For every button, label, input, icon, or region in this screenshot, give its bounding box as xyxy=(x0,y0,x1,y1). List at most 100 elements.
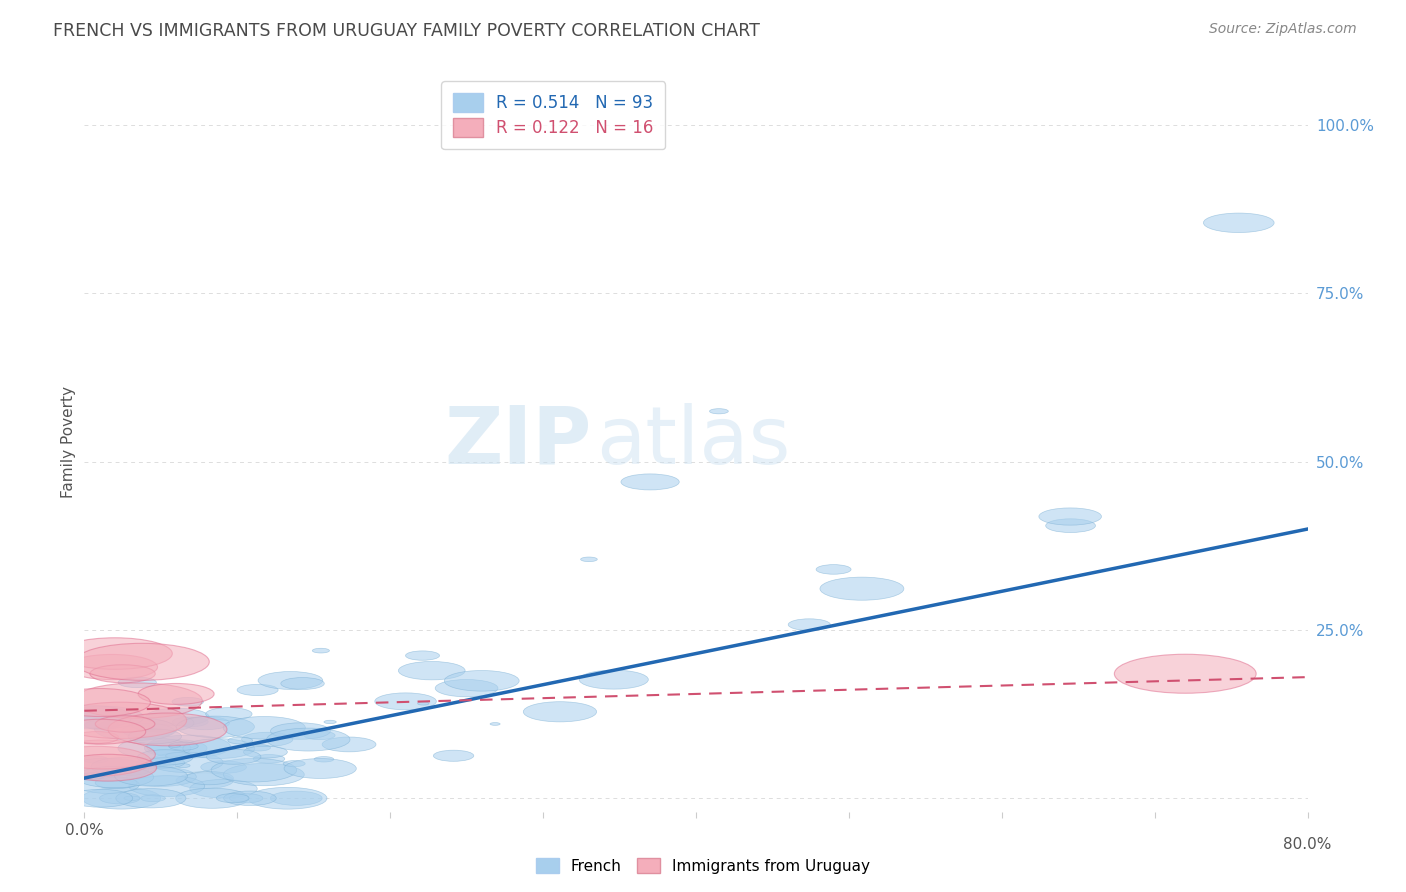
Ellipse shape xyxy=(75,731,118,744)
Ellipse shape xyxy=(322,737,375,752)
Ellipse shape xyxy=(304,731,335,739)
Ellipse shape xyxy=(146,708,209,726)
Text: Source: ZipAtlas.com: Source: ZipAtlas.com xyxy=(1209,22,1357,37)
Ellipse shape xyxy=(146,757,184,768)
Ellipse shape xyxy=(789,619,831,631)
Ellipse shape xyxy=(1046,519,1095,533)
Ellipse shape xyxy=(91,757,157,776)
Ellipse shape xyxy=(67,789,132,807)
Ellipse shape xyxy=(49,689,150,716)
Ellipse shape xyxy=(100,793,141,804)
Ellipse shape xyxy=(224,764,304,786)
Ellipse shape xyxy=(267,728,350,751)
Ellipse shape xyxy=(444,671,519,691)
Ellipse shape xyxy=(124,796,139,800)
Ellipse shape xyxy=(1115,654,1256,693)
Ellipse shape xyxy=(246,745,270,751)
Ellipse shape xyxy=(76,776,139,793)
Ellipse shape xyxy=(84,720,120,730)
Ellipse shape xyxy=(51,740,155,769)
Ellipse shape xyxy=(405,651,440,660)
Ellipse shape xyxy=(176,716,254,738)
Ellipse shape xyxy=(243,746,287,758)
Ellipse shape xyxy=(207,749,262,764)
Ellipse shape xyxy=(90,665,155,682)
Ellipse shape xyxy=(523,702,596,722)
Ellipse shape xyxy=(83,756,108,763)
Ellipse shape xyxy=(176,789,249,808)
Ellipse shape xyxy=(82,788,160,809)
Ellipse shape xyxy=(145,739,207,756)
Ellipse shape xyxy=(176,772,233,789)
Ellipse shape xyxy=(96,715,155,732)
Ellipse shape xyxy=(59,755,156,781)
Ellipse shape xyxy=(183,739,254,758)
Ellipse shape xyxy=(73,683,202,718)
Ellipse shape xyxy=(141,795,166,802)
Ellipse shape xyxy=(118,739,191,758)
Ellipse shape xyxy=(247,788,328,809)
Ellipse shape xyxy=(55,702,187,739)
Ellipse shape xyxy=(46,706,132,729)
Ellipse shape xyxy=(205,707,252,721)
Ellipse shape xyxy=(253,755,285,764)
Text: atlas: atlas xyxy=(596,402,790,481)
Ellipse shape xyxy=(146,735,231,758)
Text: ZIP: ZIP xyxy=(444,402,592,481)
Ellipse shape xyxy=(312,648,329,653)
Ellipse shape xyxy=(581,557,598,562)
Ellipse shape xyxy=(270,723,330,739)
Ellipse shape xyxy=(710,409,728,414)
Ellipse shape xyxy=(115,789,186,808)
Ellipse shape xyxy=(270,791,322,805)
Ellipse shape xyxy=(169,742,198,750)
Ellipse shape xyxy=(136,758,176,769)
Ellipse shape xyxy=(228,737,253,744)
Ellipse shape xyxy=(166,753,190,759)
Ellipse shape xyxy=(398,662,465,680)
Ellipse shape xyxy=(281,678,325,690)
Ellipse shape xyxy=(621,474,679,490)
Ellipse shape xyxy=(579,670,648,690)
Ellipse shape xyxy=(242,732,292,747)
Ellipse shape xyxy=(108,713,226,746)
Ellipse shape xyxy=(190,780,257,798)
Ellipse shape xyxy=(66,655,157,680)
Ellipse shape xyxy=(375,693,436,710)
Ellipse shape xyxy=(42,747,150,776)
Ellipse shape xyxy=(259,672,323,690)
Y-axis label: Family Poverty: Family Poverty xyxy=(60,385,76,498)
Ellipse shape xyxy=(217,794,249,803)
Legend: R = 0.514   N = 93, R = 0.122   N = 16: R = 0.514 N = 93, R = 0.122 N = 16 xyxy=(441,81,665,149)
Ellipse shape xyxy=(820,577,904,600)
Ellipse shape xyxy=(176,764,190,768)
Ellipse shape xyxy=(172,698,204,706)
Ellipse shape xyxy=(283,761,305,766)
Ellipse shape xyxy=(815,565,851,574)
Ellipse shape xyxy=(491,723,501,725)
Ellipse shape xyxy=(436,680,498,697)
Ellipse shape xyxy=(433,750,474,761)
Ellipse shape xyxy=(229,794,263,803)
Ellipse shape xyxy=(62,706,143,729)
Ellipse shape xyxy=(224,716,305,739)
Ellipse shape xyxy=(176,742,197,747)
Ellipse shape xyxy=(314,756,333,762)
Ellipse shape xyxy=(173,717,208,727)
Text: 80.0%: 80.0% xyxy=(1284,837,1331,852)
Ellipse shape xyxy=(1039,508,1101,525)
Legend: French, Immigrants from Uruguay: French, Immigrants from Uruguay xyxy=(530,852,876,880)
Ellipse shape xyxy=(181,716,229,730)
Ellipse shape xyxy=(149,752,224,772)
Ellipse shape xyxy=(128,729,181,744)
Ellipse shape xyxy=(58,638,173,669)
Ellipse shape xyxy=(129,776,205,797)
Ellipse shape xyxy=(238,684,278,696)
Ellipse shape xyxy=(55,719,146,744)
Ellipse shape xyxy=(94,718,177,740)
Ellipse shape xyxy=(76,766,153,788)
Ellipse shape xyxy=(118,677,156,688)
Ellipse shape xyxy=(138,750,193,765)
Ellipse shape xyxy=(80,772,104,780)
Ellipse shape xyxy=(65,758,149,781)
